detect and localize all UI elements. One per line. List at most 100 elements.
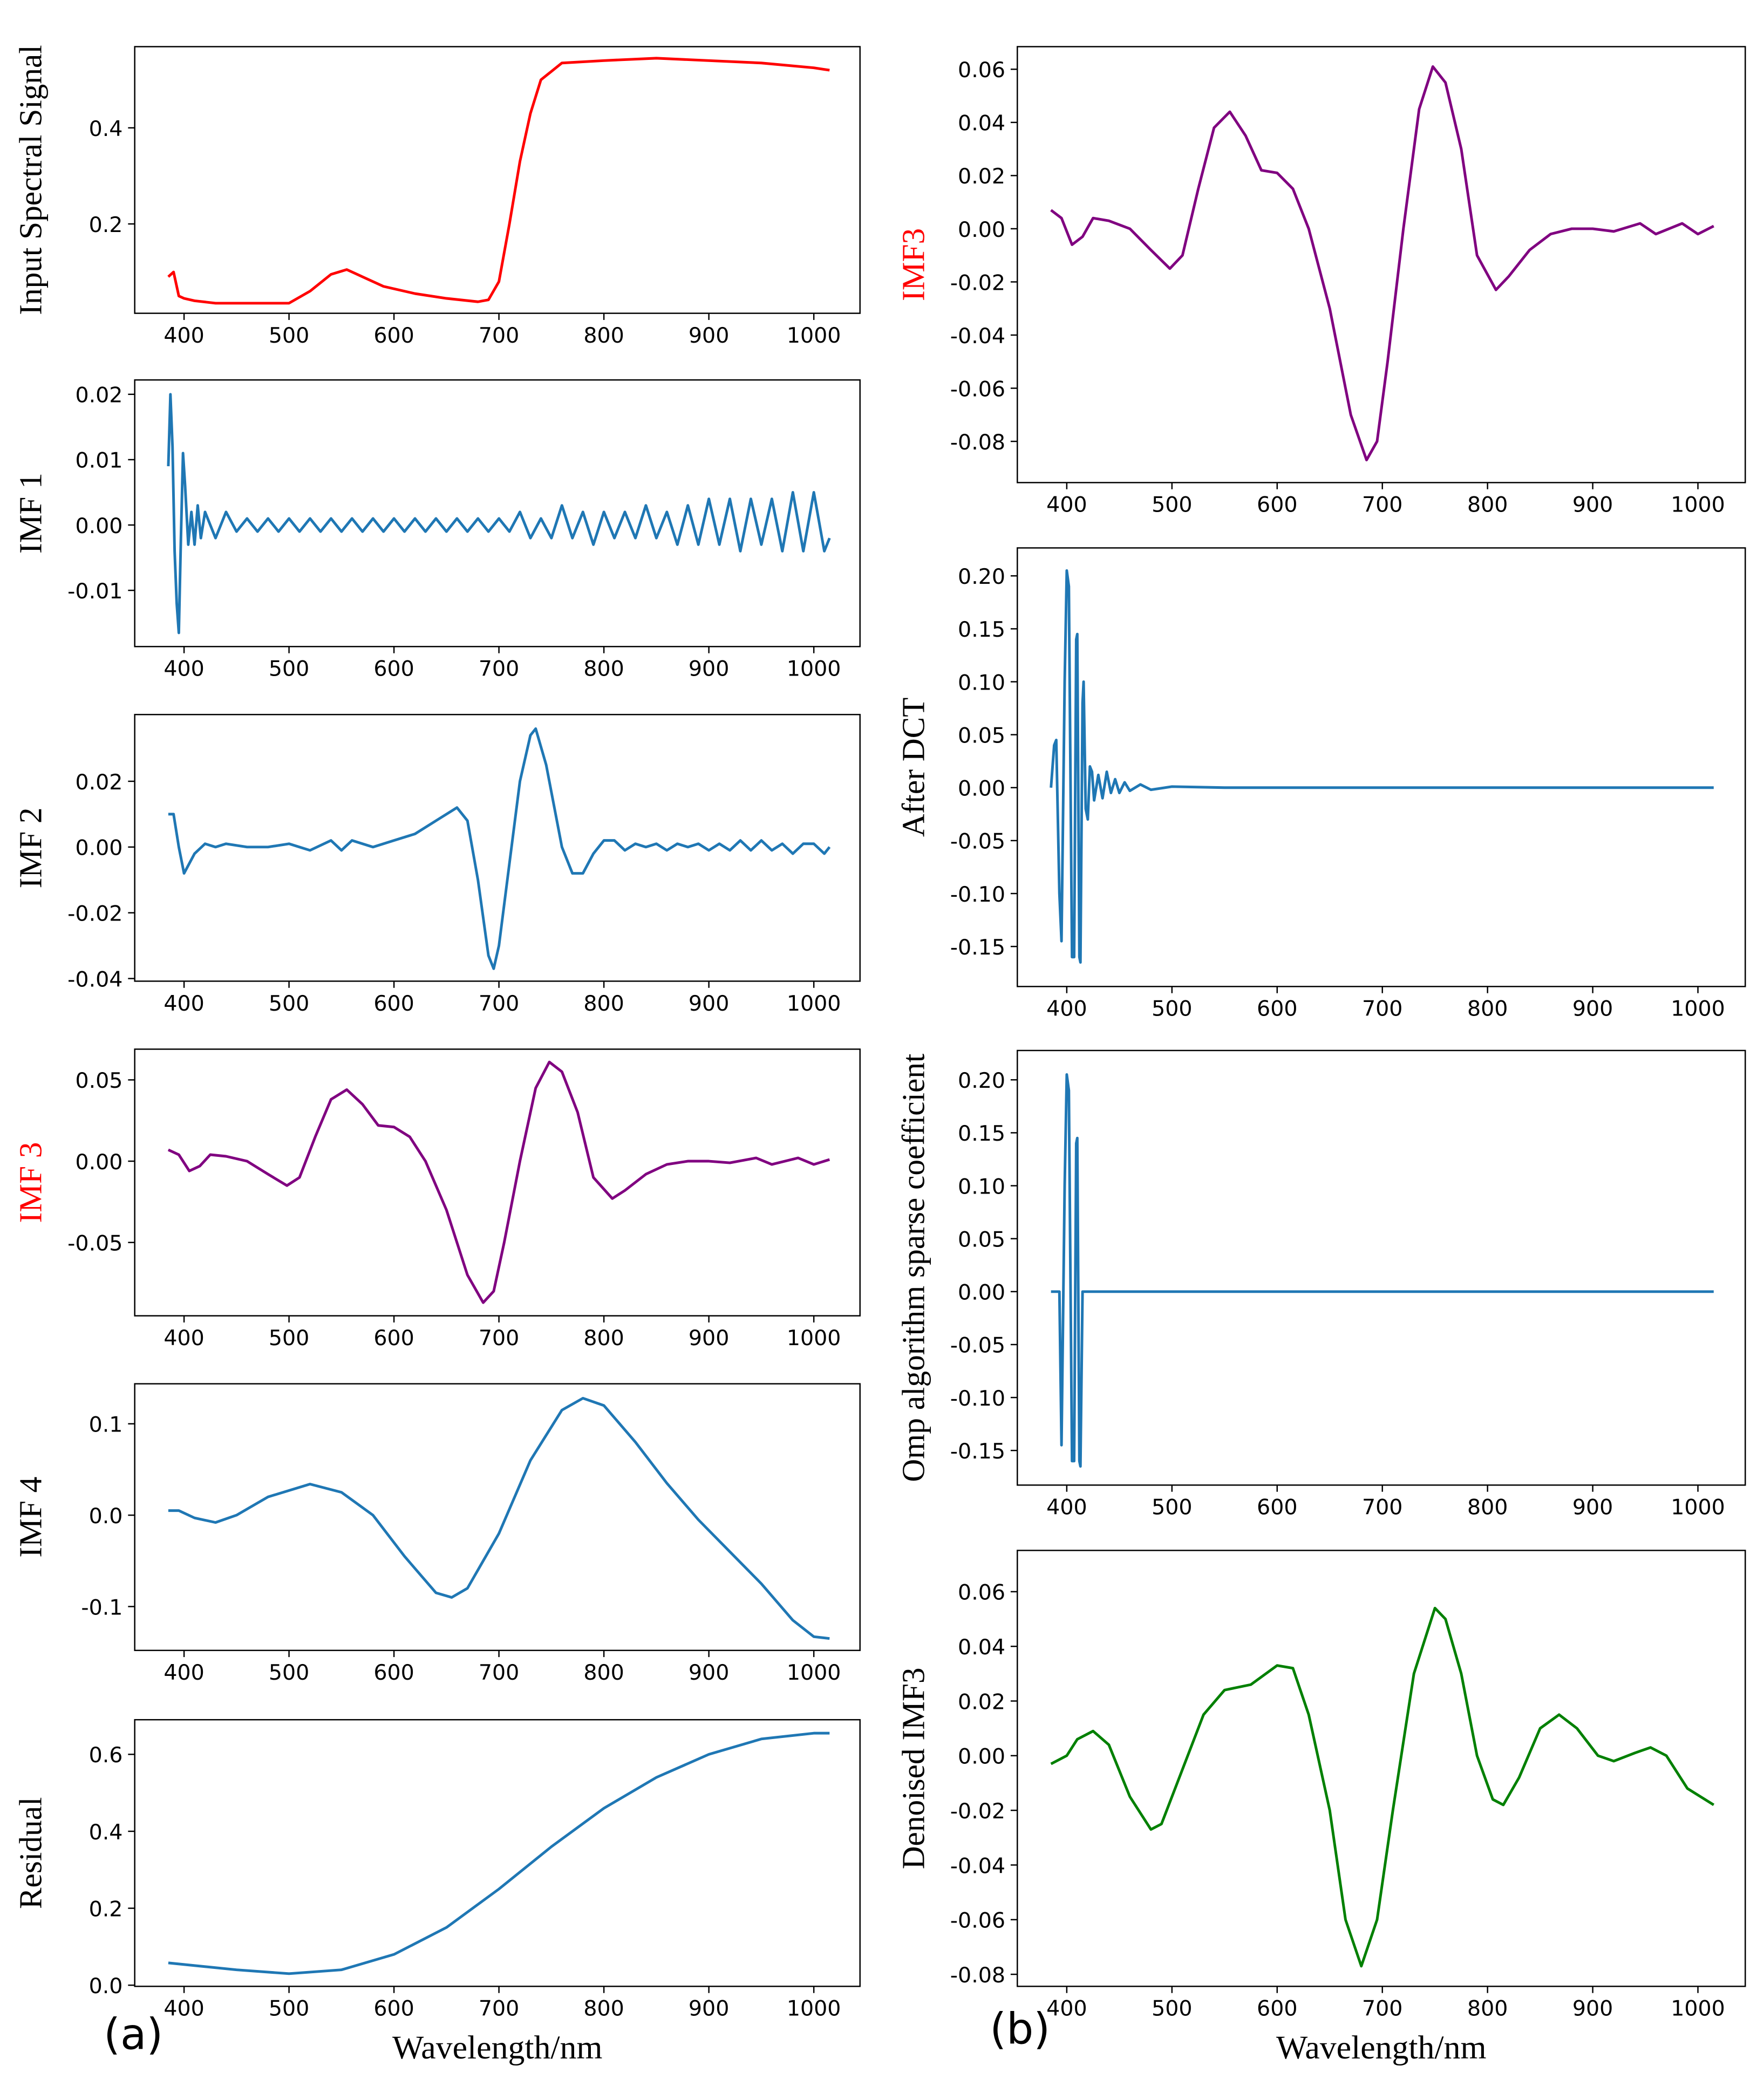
data-line — [1050, 65, 1714, 461]
y-tick-label: 0.0 — [89, 1974, 123, 1999]
x-tick-label: 800 — [1467, 1495, 1508, 1520]
x-tick-label: 900 — [1572, 997, 1613, 1021]
x-tick-label: 700 — [479, 657, 519, 681]
x-tick-label: 700 — [479, 1660, 519, 1685]
x-tick-label: 800 — [583, 1996, 624, 2021]
x-tick-label: 700 — [479, 991, 519, 1016]
plot-frame — [134, 1383, 861, 1651]
plot-frame — [1017, 547, 1746, 987]
y-tick-label: 0.10 — [958, 670, 1005, 695]
y-tick-label: -0.1 — [81, 1595, 122, 1620]
y-tick-label: -0.15 — [950, 1439, 1005, 1464]
y-tick-label: 0.01 — [75, 448, 122, 473]
y-tick-label: 0.05 — [75, 1068, 122, 1093]
x-tick-label: 500 — [269, 1326, 309, 1351]
panel-label: (a) — [104, 2009, 163, 2059]
x-tick-label: 600 — [373, 1996, 414, 2021]
x-tick-label: 900 — [689, 1660, 729, 1685]
x-tick-label: 700 — [479, 1326, 519, 1351]
x-tick-label: 900 — [1572, 1495, 1613, 1520]
y-tick-label: -0.04 — [950, 1853, 1005, 1878]
y-tick-label: 0.00 — [75, 1150, 122, 1175]
plot-frame — [134, 714, 861, 982]
x-tick-label: 500 — [269, 657, 309, 681]
y-tick-label: 0.6 — [89, 1743, 123, 1768]
x-tick-label: 500 — [269, 323, 309, 348]
x-tick-label: 400 — [164, 657, 204, 681]
y-tick-label: 0.02 — [958, 1689, 1005, 1714]
y-tick-label: 0.06 — [958, 58, 1005, 83]
x-tick-label: 1000 — [787, 991, 841, 1016]
y-axis-label: IMF 1 — [13, 473, 49, 554]
x-tick-label: 900 — [689, 1326, 729, 1351]
x-tick-label: 500 — [1152, 493, 1192, 517]
y-tick-label: 0.20 — [958, 1068, 1005, 1093]
x-tick-label: 800 — [583, 1660, 624, 1685]
y-tick-label: -0.08 — [950, 430, 1005, 455]
x-tick-label: 400 — [164, 323, 204, 348]
y-tick-label: 0.00 — [958, 1280, 1005, 1305]
x-tick-label: 1000 — [787, 657, 841, 681]
x-tick-label: 400 — [1046, 1495, 1087, 1520]
y-tick-label: 0.04 — [958, 111, 1005, 136]
panel-label: (b) — [990, 2005, 1050, 2054]
x-tick-label: 400 — [1046, 493, 1087, 517]
x-tick-label: 400 — [164, 991, 204, 1016]
y-tick-label: 0.02 — [958, 164, 1005, 189]
x-tick-label: 1000 — [787, 1326, 841, 1351]
plot-frame — [134, 46, 861, 314]
x-tick-label: 600 — [373, 657, 414, 681]
data-line — [1050, 1606, 1715, 1968]
y-tick-label: 0.00 — [75, 514, 122, 538]
y-tick-label: 0.10 — [958, 1174, 1005, 1199]
y-tick-label: 0.05 — [958, 1227, 1005, 1252]
x-tick-label: 800 — [1467, 493, 1508, 517]
x-tick-label: 900 — [689, 657, 729, 681]
x-tick-label: 1000 — [1671, 1996, 1725, 2021]
x-tick-label: 700 — [1362, 1996, 1402, 2021]
y-tick-label: -0.02 — [950, 270, 1005, 295]
x-tick-label: 1000 — [1671, 493, 1725, 517]
plot-frame — [134, 1719, 861, 1987]
plot-frame — [1017, 1049, 1746, 1486]
x-tick-label: 800 — [1467, 997, 1508, 1021]
y-tick-label: -0.06 — [950, 1908, 1005, 1933]
x-tick-label: 800 — [1467, 1996, 1508, 2021]
data-line — [167, 1060, 830, 1304]
y-tick-label: -0.05 — [950, 829, 1005, 854]
y-axis-label: IMF3 — [895, 228, 931, 301]
y-tick-label: -0.06 — [950, 377, 1005, 401]
x-tick-label: 600 — [1257, 1495, 1297, 1520]
x-tick-label: 400 — [164, 1660, 204, 1685]
y-tick-label: 0.00 — [958, 217, 1005, 242]
x-tick-label: 700 — [1362, 1495, 1402, 1520]
y-tick-label: 0.20 — [958, 564, 1005, 589]
x-tick-label: 900 — [689, 323, 729, 348]
y-axis-label: Denoised IMF3 — [895, 1667, 931, 1869]
x-tick-label: 600 — [1257, 997, 1297, 1021]
y-tick-label: -0.10 — [950, 1386, 1005, 1411]
x-tick-label: 600 — [1257, 1996, 1297, 2021]
y-tick-label: -0.05 — [950, 1333, 1005, 1358]
plot-frame — [1017, 46, 1746, 483]
x-tick-label: 400 — [1046, 997, 1087, 1021]
x-tick-label: 500 — [269, 991, 309, 1016]
x-tick-label: 900 — [689, 1996, 729, 2021]
x-tick-label: 900 — [1572, 1996, 1613, 2021]
y-tick-label: -0.05 — [67, 1231, 122, 1256]
data-line — [167, 393, 831, 635]
y-tick-label: -0.02 — [950, 1799, 1005, 1824]
y-tick-label: 0.05 — [958, 723, 1005, 748]
y-tick-label: 0.2 — [89, 213, 123, 237]
x-tick-label: 900 — [689, 991, 729, 1016]
x-tick-label: 700 — [1362, 997, 1402, 1021]
y-tick-label: 0.1 — [89, 1413, 123, 1437]
data-line — [168, 727, 831, 970]
x-tick-label: 1000 — [1671, 997, 1725, 1021]
x-tick-label: 600 — [373, 991, 414, 1016]
y-tick-label: -0.01 — [67, 579, 122, 604]
y-tick-label: 0.4 — [89, 1820, 123, 1845]
x-tick-label: 700 — [479, 323, 519, 348]
y-tick-label: 0.00 — [75, 836, 122, 861]
x-tick-label: 500 — [269, 1996, 309, 2021]
